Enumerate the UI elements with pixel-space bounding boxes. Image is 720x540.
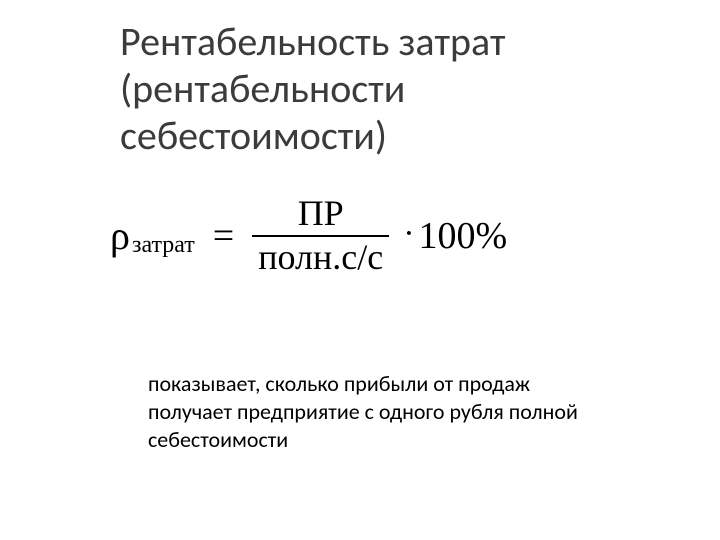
formula-hundred: 100% — [419, 214, 508, 258]
formula-subscript: затрат — [132, 232, 195, 259]
explanation-text: показывает, сколько прибыли от продаж по… — [148, 370, 608, 454]
formula-fraction: ПР полн.с/с — [252, 195, 389, 277]
formula-denominator: полн.с/с — [252, 237, 389, 277]
formula-symbol: ρ — [110, 212, 130, 259]
formula-dot: · — [403, 215, 414, 253]
formula: ρ затрат = ПР полн.с/с · 100% — [110, 195, 507, 277]
formula-equals: = — [213, 214, 234, 258]
formula-numerator: ПР — [292, 195, 350, 235]
slide: Рентабельность затрат (рентабельности се… — [0, 0, 720, 540]
slide-title: Рентабельность затрат (рентабельности се… — [120, 18, 680, 160]
